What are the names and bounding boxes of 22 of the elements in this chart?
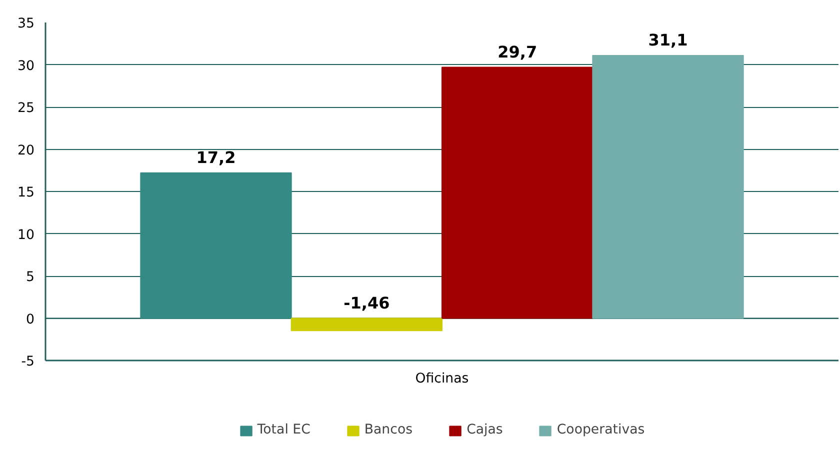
- y-tick-label: 35: [18, 16, 35, 32]
- y-tick-label: 25: [18, 101, 35, 116]
- y-tick-label: 30: [18, 58, 35, 74]
- legend-label: Cooperativas: [556, 422, 645, 438]
- y-tick-label: 5: [26, 270, 35, 285]
- y-tick-label: -5: [21, 354, 35, 370]
- data-label: 31,1: [648, 30, 688, 50]
- bar: [592, 54, 744, 319]
- bar: [140, 172, 292, 319]
- y-tick-label: 20: [18, 143, 35, 158]
- data-label: -1,46: [344, 293, 390, 312]
- bar: [290, 318, 442, 332]
- y-tick-label: 0: [26, 312, 35, 328]
- legend-label: Cajas: [466, 422, 503, 438]
- y-tick-label: 15: [18, 186, 35, 200]
- y-tick-label: 10: [18, 228, 35, 243]
- data-label: 17,2: [196, 148, 236, 167]
- legend-label: Total EC: [257, 422, 310, 438]
- bar: [442, 66, 594, 319]
- data-label: 29,7: [498, 42, 538, 62]
- x-tick-label: Oficinas: [415, 372, 469, 386]
- legend-label: Bancos: [364, 422, 413, 438]
